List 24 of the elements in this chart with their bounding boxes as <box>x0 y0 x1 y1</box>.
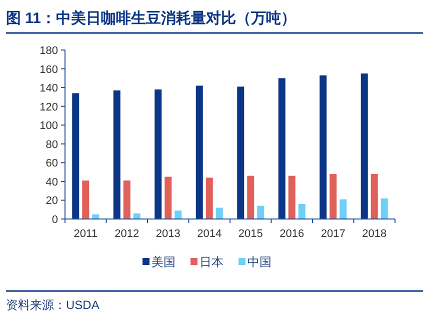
x-tick-label: 2016 <box>280 228 304 240</box>
title: 图 11：中美日咖啡生豆消耗量对比（万吨） <box>6 10 296 27</box>
y-tick-label: 140 <box>40 82 58 95</box>
y-tick-label: 0 <box>52 214 58 226</box>
legend-label: 日本 <box>200 255 224 269</box>
x-tick-label: 2017 <box>320 228 346 240</box>
annotation: 资料来源：USDA <box>6 298 100 312</box>
legend-label: 美国 <box>152 255 176 269</box>
y-tick-label: 60 <box>46 158 58 170</box>
plot: 0 20 40 60 80 100 120 140 160 180 2011 2012 2013 2014 2015 2016 2017 2018 <box>40 45 396 240</box>
x-tick-label: 2013 <box>156 228 180 240</box>
y-tick-label: 40 <box>46 176 58 188</box>
y-tick-label: 20 <box>46 195 58 208</box>
x-tick-label: 2011 <box>74 228 98 240</box>
y-tick-label: 180 <box>40 45 58 57</box>
x-tick-label: 2018 <box>362 228 387 240</box>
x-tick-label: 2012 <box>114 228 140 240</box>
y-tick-label: 160 <box>40 64 58 76</box>
x-tick-label: 2015 <box>238 228 263 240</box>
legend-label: 中国 <box>248 255 272 269</box>
y-tick-label: 80 <box>46 138 58 151</box>
y-tick-label: 100 <box>40 120 58 132</box>
y-tick-label: 120 <box>40 101 58 114</box>
x-tick-label: 2014 <box>197 228 222 240</box>
